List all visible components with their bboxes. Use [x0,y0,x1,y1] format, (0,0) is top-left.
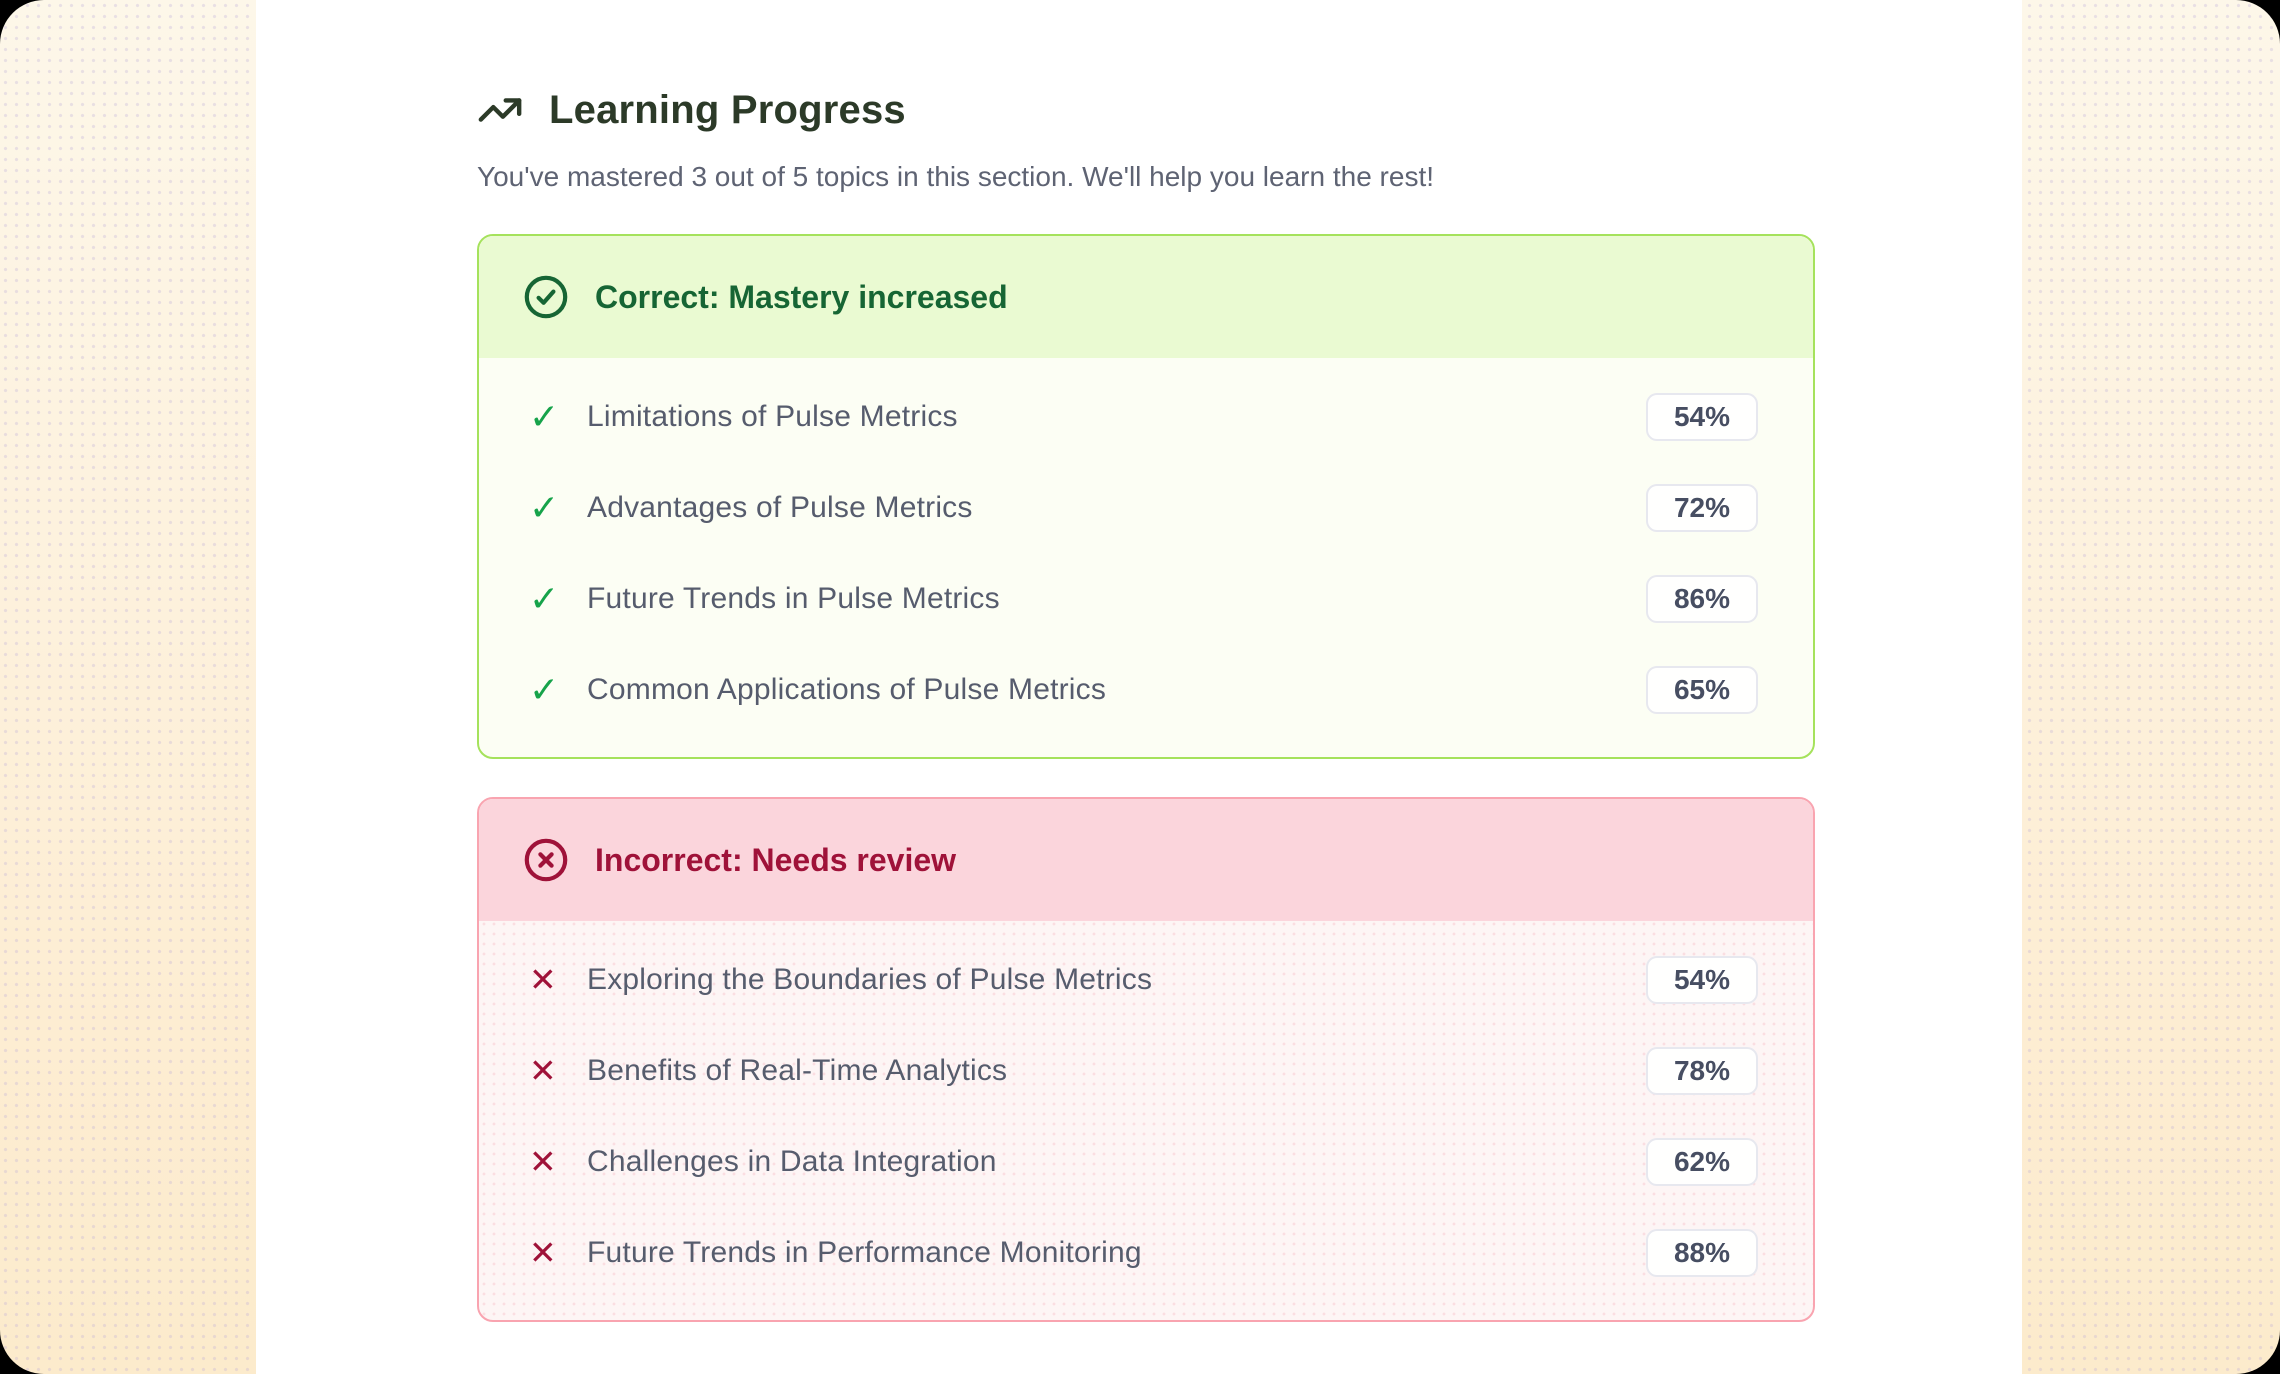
check-icon: ✓ [529,668,560,710]
topic-label: Common Applications of Pulse Metrics [587,672,1107,706]
mastery-score-badge: 62% [1646,1137,1758,1186]
check-icon: ✓ [529,486,560,528]
check-icon: ✓ [529,577,560,619]
mastery-score-badge: 54% [1646,955,1758,1004]
topic-label: Benefits of Real-Time Analytics [587,1053,1008,1087]
mastery-score-badge: 54% [1646,392,1758,441]
topic-label: Challenges in Data Integration [587,1144,997,1178]
topic-label: Future Trends in Pulse Metrics [587,581,1000,615]
x-icon: ✕ [529,1143,557,1180]
correct-section-card: Correct: Mastery increased ✓ Limitations… [477,234,1815,759]
mastery-score-badge: 78% [1646,1046,1758,1095]
main-panel: Learning Progress You've mastered 3 out … [256,0,2022,1374]
x-icon: ✕ [529,1052,557,1089]
topic-row: ✕ Exploring the Boundaries of Pulse Metr… [529,934,1758,1025]
check-circle-icon [522,273,570,321]
topic-row: ✓ Limitations of Pulse Metrics 54% [529,371,1758,462]
mastery-score-badge: 65% [1646,665,1758,714]
correct-section-header: Correct: Mastery increased [479,236,1813,358]
topic-label: Exploring the Boundaries of Pulse Metric… [587,962,1153,996]
correct-topic-list: ✓ Limitations of Pulse Metrics 54% ✓ Adv… [479,358,1813,757]
mastery-score-badge: 72% [1646,483,1758,532]
topic-label: Limitations of Pulse Metrics [587,399,958,433]
topic-row: ✕ Challenges in Data Integration 62% [529,1116,1758,1207]
topic-row: ✓ Common Applications of Pulse Metrics 6… [529,644,1758,735]
correct-section-title: Correct: Mastery increased [595,278,1008,315]
page-title: Learning Progress [549,87,906,132]
topic-row: ✓ Advantages of Pulse Metrics 72% [529,462,1758,553]
page-title-row: Learning Progress [477,84,1815,136]
x-icon: ✕ [529,1234,557,1271]
incorrect-section-header: Incorrect: Needs review [479,799,1813,921]
trending-up-icon [477,87,523,133]
incorrect-topic-list: ✕ Exploring the Boundaries of Pulse Metr… [479,921,1813,1320]
topic-row: ✕ Future Trends in Performance Monitorin… [529,1207,1758,1298]
page-subtitle: You've mastered 3 out of 5 topics in thi… [477,161,1435,192]
topic-row: ✕ Benefits of Real-Time Analytics 78% [529,1025,1758,1116]
mastery-score-badge: 88% [1646,1228,1758,1277]
incorrect-section-title: Incorrect: Needs review [595,841,957,878]
learning-progress-widget: Learning Progress You've mastered 3 out … [256,0,1815,1322]
check-icon: ✓ [529,395,560,437]
topic-label: Future Trends in Performance Monitoring [587,1235,1142,1269]
topic-label: Advantages of Pulse Metrics [587,490,973,524]
x-circle-icon [522,836,570,884]
topic-row: ✓ Future Trends in Pulse Metrics 86% [529,553,1758,644]
x-icon: ✕ [529,961,557,998]
mastery-score-badge: 86% [1646,574,1758,623]
incorrect-section-card: Incorrect: Needs review ✕ Exploring the … [477,797,1815,1322]
